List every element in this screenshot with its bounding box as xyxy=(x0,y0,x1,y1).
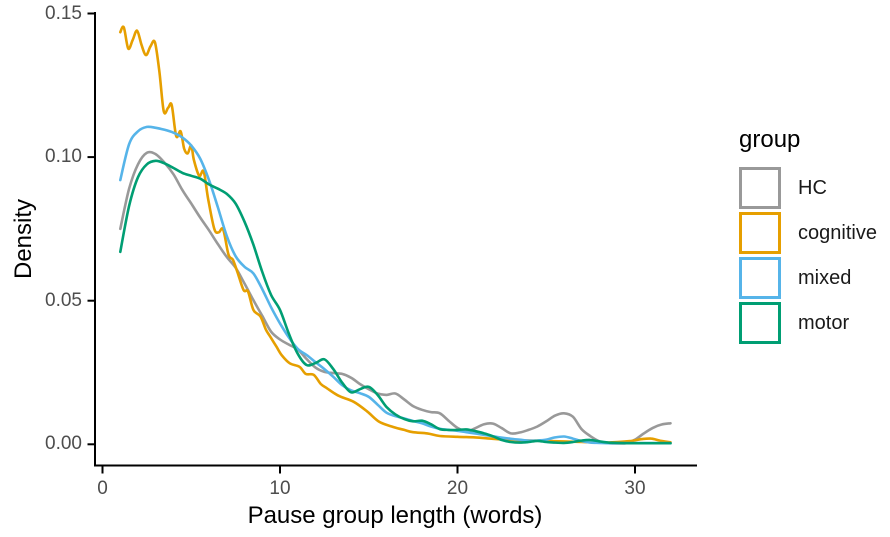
legend-key-hc xyxy=(739,167,781,209)
y-tick-label-0: 0.00 xyxy=(45,433,82,455)
x-axis-title: Pause group length (words) xyxy=(247,502,543,529)
density-curve-HC xyxy=(119,150,672,445)
legend-key-motor xyxy=(739,302,781,344)
legend-label-mixed: mixed xyxy=(798,266,852,289)
legend-item-cognitive: cognitive xyxy=(739,212,877,254)
legend-label-hc: HC xyxy=(798,176,827,199)
legend-title: group xyxy=(739,126,801,153)
y-tick-label-1: 0.05 xyxy=(45,289,82,311)
density-curve-mixed xyxy=(119,125,672,445)
x-tick-label-2: 20 xyxy=(446,478,469,499)
x-tick-label-1: 10 xyxy=(269,478,291,499)
legend-key-cognitive xyxy=(739,212,781,254)
legend-label-cognitive: cognitive xyxy=(798,221,877,244)
legend-label-motor: motor xyxy=(798,311,850,334)
y-tick-label-3: 0.15 xyxy=(45,2,82,24)
x-tick-label-3: 30 xyxy=(624,478,646,499)
density-curve-cognitive xyxy=(119,25,672,444)
x-tick-label-0: 0 xyxy=(97,478,108,499)
y-tick-label-2: 0.10 xyxy=(45,146,82,168)
legend-item-motor: motor xyxy=(739,302,877,344)
density-curve-motor xyxy=(119,159,672,445)
legend-item-hc: HC xyxy=(739,167,877,209)
legend-item-mixed: mixed xyxy=(739,257,877,299)
y-axis-title: Density xyxy=(10,198,37,280)
legend-key-mixed xyxy=(739,257,781,299)
legend: group HC cognitive mixed motor xyxy=(739,126,877,347)
